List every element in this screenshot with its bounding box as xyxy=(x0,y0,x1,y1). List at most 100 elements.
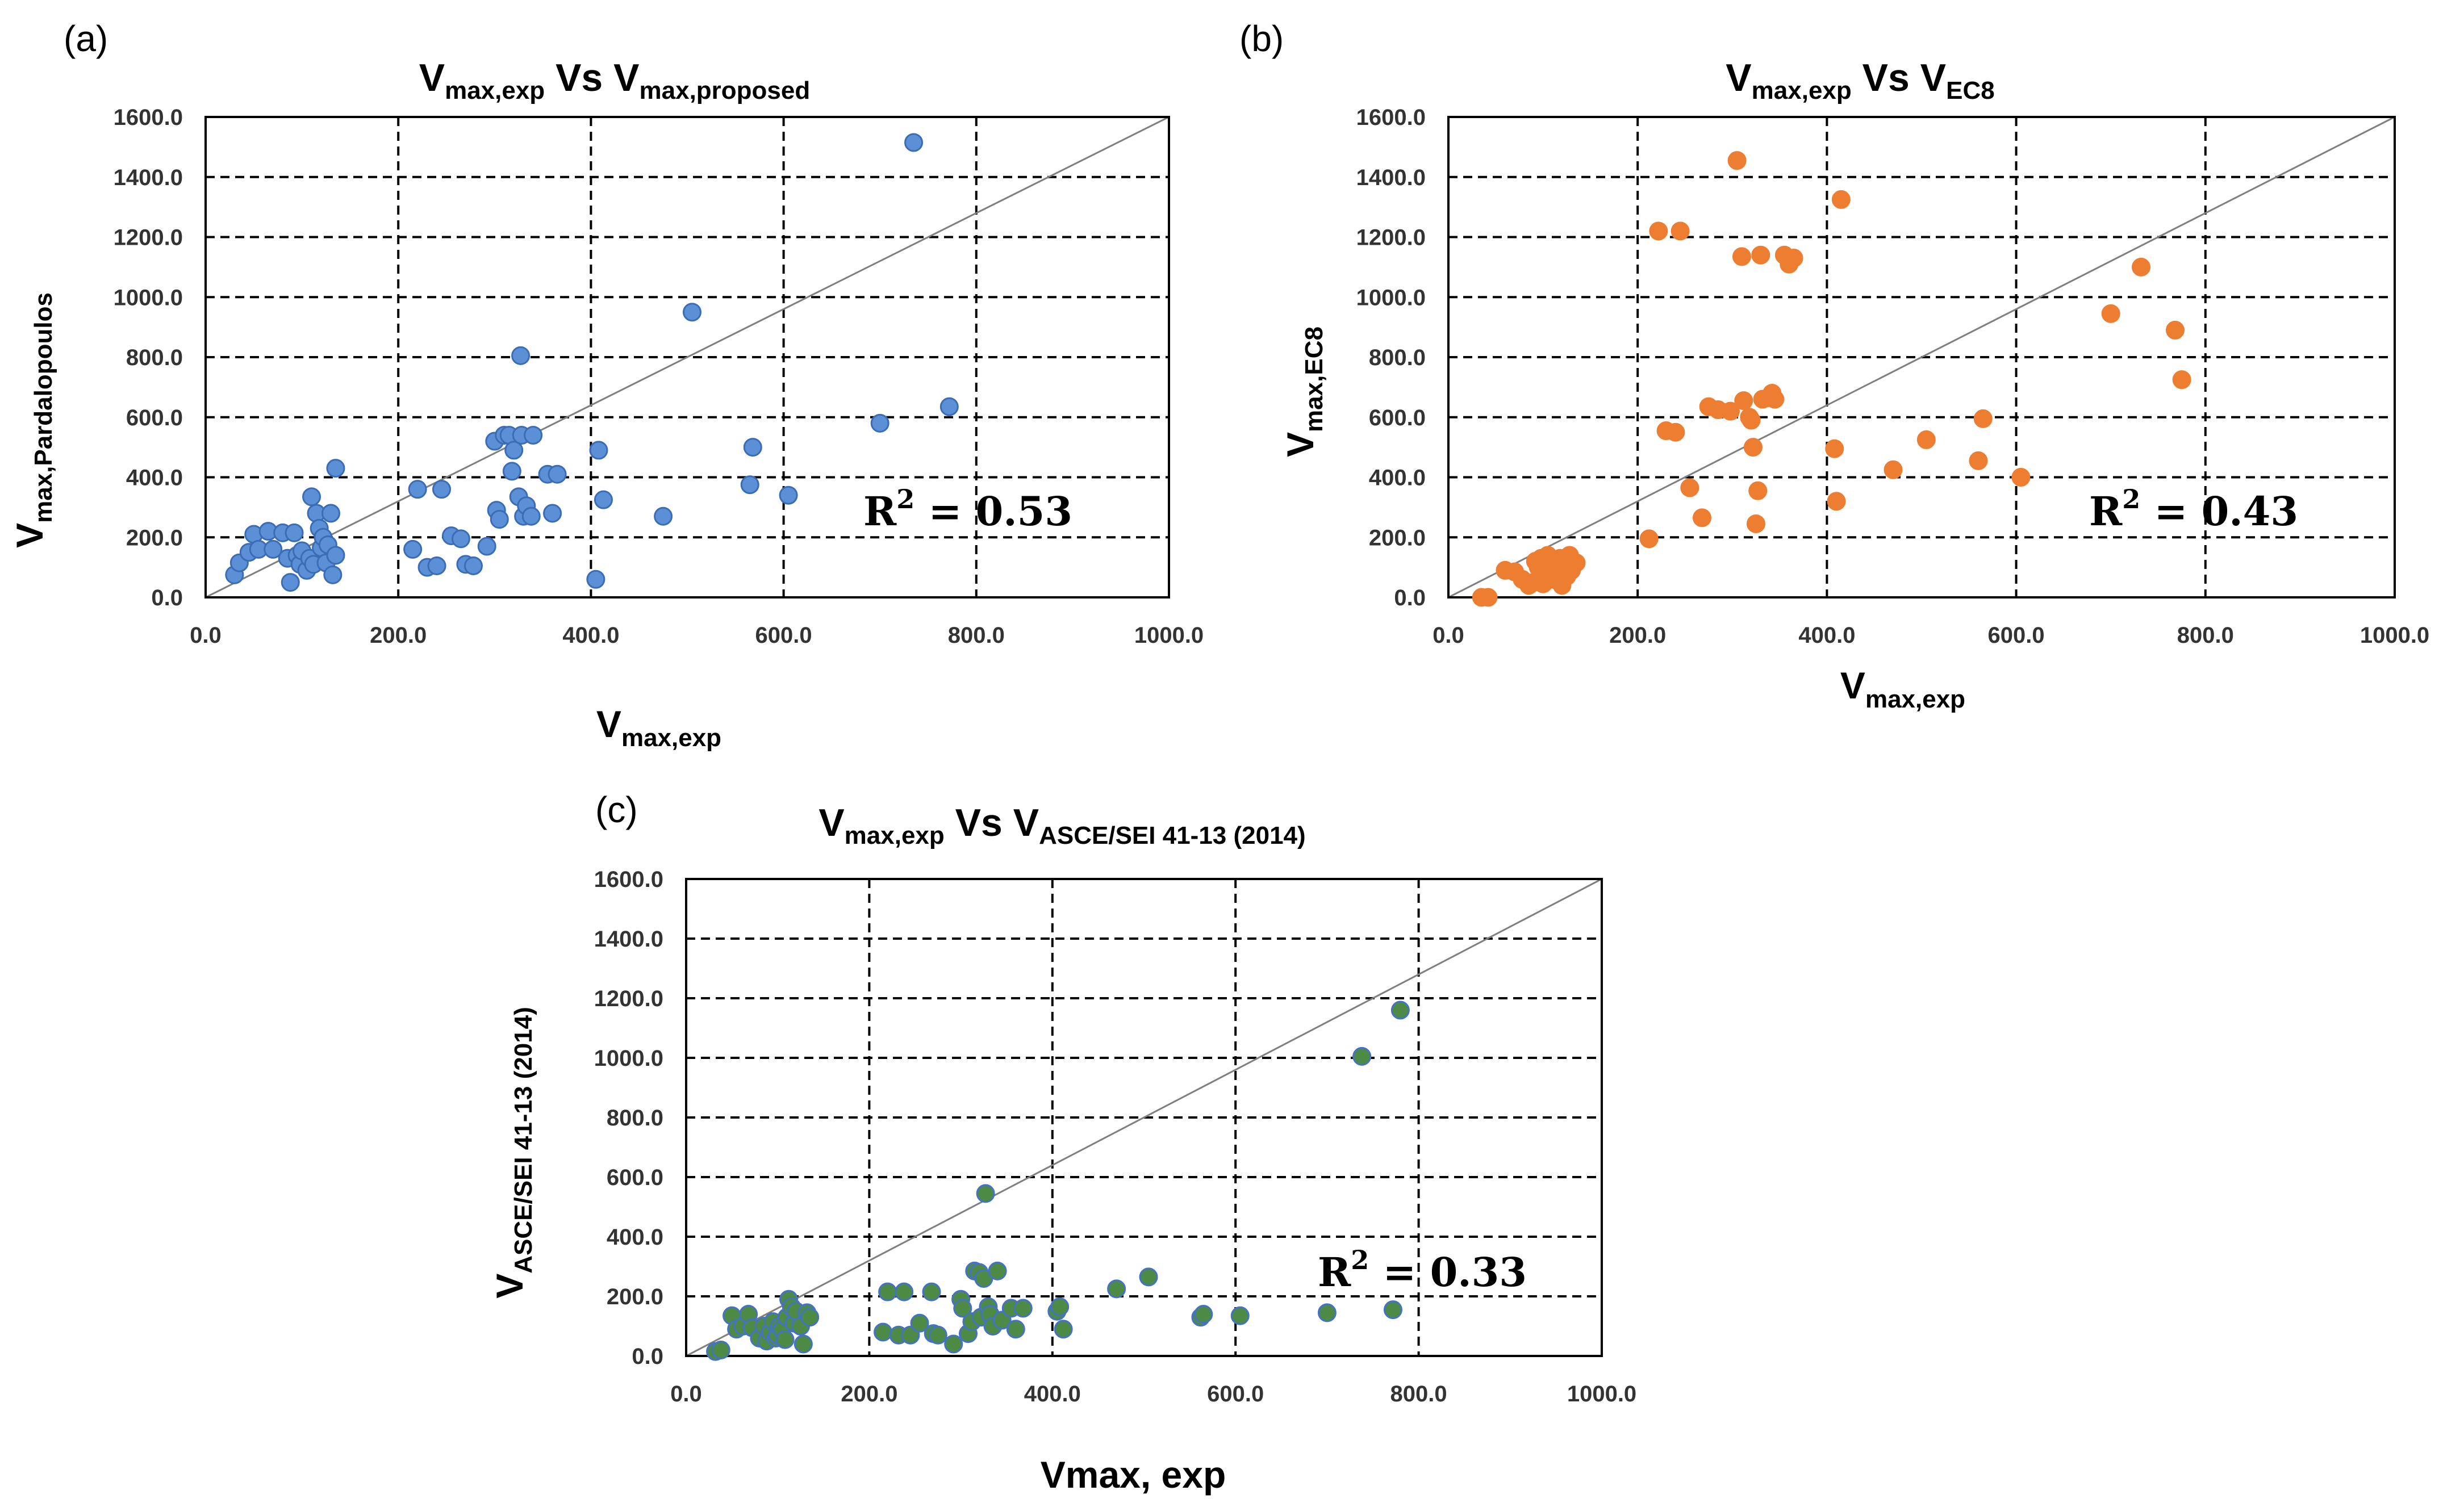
data-point xyxy=(2165,320,2185,340)
data-point xyxy=(682,303,701,322)
data-point xyxy=(323,565,343,584)
x-tick-label: 200.0 xyxy=(841,1382,897,1406)
data-point xyxy=(1352,1046,1372,1066)
data-point xyxy=(779,485,798,505)
panel-label: (a) xyxy=(64,18,108,59)
data-point xyxy=(874,1322,893,1342)
x-tick-label: 400.0 xyxy=(562,623,619,648)
data-point xyxy=(654,506,673,526)
y-tick-label: 1600.0 xyxy=(1356,105,1426,130)
data-point xyxy=(502,462,521,481)
data-point xyxy=(1751,245,1770,265)
scatter-chart-1: (a) Vmax,exp Vs Vmax,proposed 0.0 200.0 400.… xyxy=(9,18,1204,752)
y-tick-label: 0.0 xyxy=(1394,585,1426,610)
x-tick-label: 600.0 xyxy=(1988,623,2045,648)
data-point xyxy=(928,1325,947,1345)
data-point xyxy=(504,441,524,460)
y-tick-label: 600.0 xyxy=(126,405,183,430)
data-point xyxy=(1969,451,1988,470)
data-point xyxy=(976,1184,995,1203)
data-point xyxy=(711,1341,730,1359)
data-point xyxy=(408,480,427,499)
data-point xyxy=(1390,1001,1410,1020)
y-tick-label: 0.0 xyxy=(632,1344,663,1369)
data-point xyxy=(1649,221,1668,241)
r-squared-label: R2 = 0.53 xyxy=(863,484,1072,535)
x-tick-label: 600.0 xyxy=(1207,1382,1264,1406)
y-tick-label: 1200.0 xyxy=(594,986,663,1011)
x-tick-label: 800.0 xyxy=(2177,623,2234,648)
x-tick-label: 200.0 xyxy=(370,623,427,648)
x-tick-label: 0.0 xyxy=(190,623,222,648)
data-point xyxy=(589,441,608,460)
data-point xyxy=(427,556,446,575)
data-point xyxy=(1765,390,1785,409)
y-axis-title: Vmax,Pardalopoulos xyxy=(9,292,57,548)
x-tick-label: 1000.0 xyxy=(1134,623,1204,648)
data-point xyxy=(1013,1299,1033,1318)
chart-title: Vmax,exp Vs VEC8 xyxy=(1726,56,1994,104)
data-point xyxy=(521,506,541,526)
data-point xyxy=(1784,249,1803,268)
reference-line xyxy=(1448,116,2395,598)
y-tick-label: 1600.0 xyxy=(594,867,663,892)
x-tick-label: 0.0 xyxy=(670,1382,702,1406)
data-point xyxy=(740,475,759,495)
data-point xyxy=(1743,438,1763,457)
x-tick-label: 800.0 xyxy=(1390,1382,1447,1406)
data-point xyxy=(326,546,345,565)
data-point xyxy=(944,1334,963,1354)
data-point xyxy=(1006,1320,1025,1339)
y-tick-label: 200.0 xyxy=(1369,525,1426,550)
data-point xyxy=(922,1282,941,1301)
data-point xyxy=(451,529,470,549)
data-point xyxy=(988,1261,1007,1280)
data-point xyxy=(1831,190,1851,209)
data-point xyxy=(939,397,959,416)
y-tick-label: 1000.0 xyxy=(1356,285,1426,310)
x-axis-title: Vmax, exp xyxy=(1041,1454,1226,1496)
data-point xyxy=(490,510,509,529)
x-tick-label: 1000.0 xyxy=(1567,1382,1636,1406)
y-tick-label: 200.0 xyxy=(126,525,183,550)
data-point xyxy=(794,1334,813,1354)
y-tick-label: 1000.0 xyxy=(114,285,183,310)
data-points xyxy=(706,1001,1410,1361)
y-tick-label: 600.0 xyxy=(607,1165,663,1190)
data-point xyxy=(543,504,562,523)
chart-title: Vmax,exp Vs VASCE/SEI 41-13 (2014) xyxy=(818,801,1305,849)
x-tick-label: 200.0 xyxy=(1609,623,1666,648)
panel-label: (c) xyxy=(595,789,638,830)
r-squared-label: R2 = 0.33 xyxy=(1318,1245,1527,1296)
data-point xyxy=(285,523,304,542)
data-point xyxy=(1692,508,1711,528)
y-axis-title: VASCE/SEI 41-13 (2014) xyxy=(488,1007,537,1299)
data-point xyxy=(264,539,283,559)
data-point xyxy=(1639,529,1659,549)
data-point xyxy=(910,1313,929,1333)
data-point xyxy=(1567,553,1586,572)
r-squared-label: R2 = 0.43 xyxy=(2089,484,2298,535)
x-axis-title: Vmax,exp xyxy=(596,703,721,752)
data-point xyxy=(463,556,483,575)
x-tick-label: 600.0 xyxy=(755,623,812,648)
data-point xyxy=(2011,468,2031,487)
data-point xyxy=(302,487,321,506)
y-tick-label: 400.0 xyxy=(1369,466,1426,491)
scatter-chart-2: (b) Vmax,exp Vs VEC8 0.0 200.0 400.0 600.0 800… xyxy=(1239,18,2429,713)
plot-area xyxy=(1447,116,2396,598)
data-points xyxy=(225,133,959,592)
data-point xyxy=(870,413,889,433)
data-point xyxy=(2172,370,2191,390)
data-point xyxy=(586,570,605,589)
x-tick-label: 400.0 xyxy=(1798,623,1855,648)
data-point xyxy=(1670,221,1690,241)
y-tick-label: 1400.0 xyxy=(1356,165,1426,190)
data-point xyxy=(1732,247,1751,266)
data-point xyxy=(1827,492,1846,511)
data-point xyxy=(1479,588,1498,607)
y-tick-label: 1200.0 xyxy=(114,225,183,250)
data-point xyxy=(1825,439,1844,458)
data-point xyxy=(1727,151,1747,170)
